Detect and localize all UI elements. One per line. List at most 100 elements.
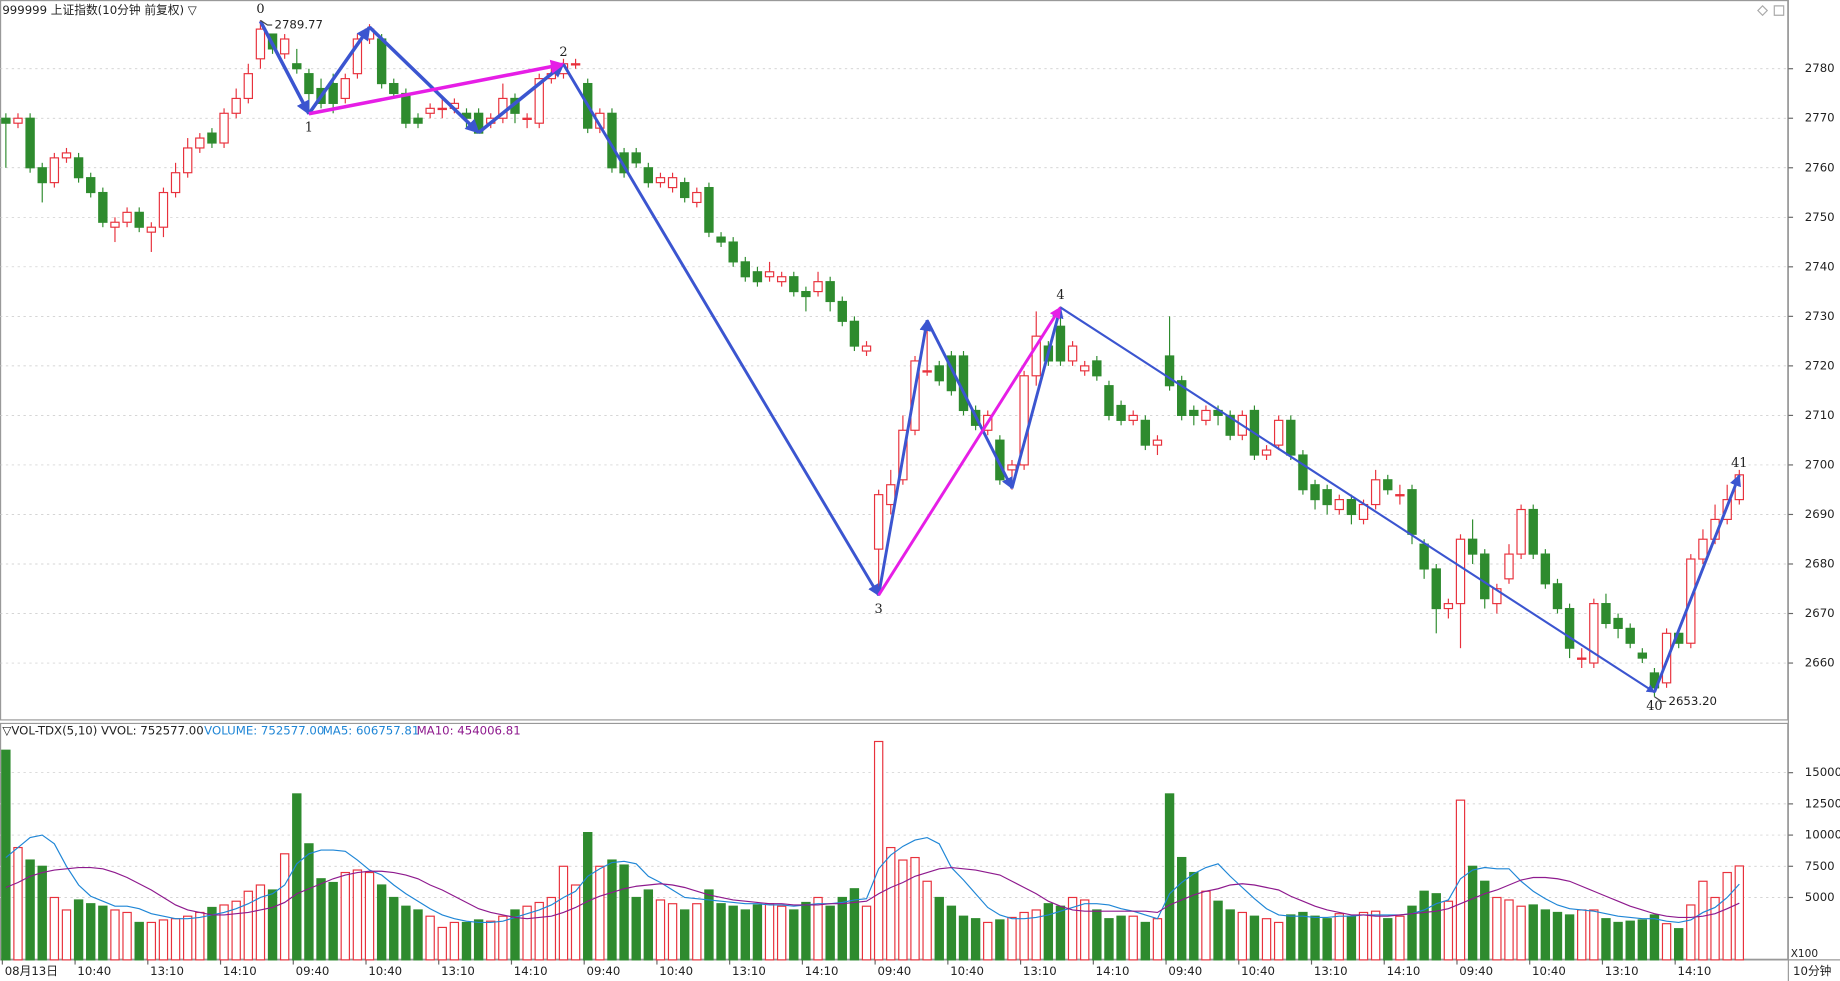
x-tick-label: 09:40 [296,964,330,978]
y-tick-label: 2660 [1805,656,1835,670]
volume-bar [255,884,266,961]
candle-body [1031,335,1041,377]
wave-segment [1653,474,1741,693]
x-tick-label: 09:40 [877,964,911,978]
period-label: 10分钟 [1793,964,1831,978]
volume-bar [764,903,775,961]
candle-body [643,167,654,184]
high-label: 2789.77 [275,18,323,32]
candle-body [1589,603,1599,664]
volume-bar [728,905,738,961]
candle-body [667,177,678,189]
candle-body [1443,603,1454,610]
volume-bar [1,749,11,961]
x-tick-label: 14:10 [223,964,257,978]
volume-bar [1686,904,1696,961]
candle-body [1273,419,1284,446]
volume-bar [1443,900,1454,961]
ma10-label: MA10: 454006.81 [417,724,521,738]
volume-bar [1613,921,1623,961]
volume-bar [1674,928,1684,961]
volume-bar [364,871,375,961]
volume-bar [922,880,932,961]
volume-bar [267,889,278,961]
candle-body [1552,583,1563,610]
volume-bar [1455,799,1466,961]
ma5-label: MA5: 606757.81 [323,724,420,738]
x-tick-label: 10:40 [950,964,984,978]
volume-bar [1722,871,1732,961]
volume-title: ▽VOL-TDX(5,10) VVOL: 752577.00 [2,724,203,738]
candle-body [1564,607,1575,649]
candle-body [1201,409,1211,421]
candle-body [873,494,884,550]
volume-bar [946,905,957,961]
candle-body [1116,404,1126,421]
volume-bar [340,871,350,961]
volume-bar [1273,921,1284,961]
volume-bar [934,896,944,961]
volume-bar [1431,893,1441,961]
y-tick-label: 2670 [1805,606,1835,620]
candle-body [886,484,896,506]
candle-body [1516,508,1526,555]
candle-body [776,276,787,283]
volume-bar [1286,914,1296,961]
x-tick-label: 14:10 [805,964,839,978]
volume-bar [534,901,544,961]
volume-bar [1334,913,1344,961]
volume-bar [1698,880,1708,961]
low-pointer [1654,696,1667,703]
volume-bar [595,865,605,961]
volume-bar [13,846,23,961]
volume-bar [316,878,326,961]
x-tick-label: 13:10 [1314,964,1348,978]
y-tick-label: 2750 [1805,210,1835,224]
y-tick-label: 2780 [1805,61,1835,75]
volume-bar [873,740,884,961]
window-icons[interactable] [1757,5,1785,17]
candle-body [425,107,435,114]
volume-bar [292,793,302,961]
candle-body [1286,419,1296,456]
candle-body [1504,553,1514,580]
candle-body [1528,508,1538,555]
unit-label: X100 [1791,948,1819,960]
wave-segment [562,63,880,597]
candle-body [861,345,872,352]
candle-body [401,92,411,124]
volume-bar [1092,909,1102,961]
candle-body [752,271,763,283]
candle-body [1419,543,1429,570]
ma10-line [5,866,1740,920]
y-tick-label: 12500 [1805,796,1840,810]
candle-body [1540,553,1551,585]
volume-bar [1370,910,1381,961]
volume-bar [898,859,908,961]
x-tick-label: 14:10 [514,964,548,978]
volume-bar [122,911,132,961]
candle-body [1492,588,1502,605]
volume-bar [1552,911,1563,961]
candle-body [255,28,266,60]
y-tick-label: 2770 [1805,111,1835,125]
candle-body [98,191,108,223]
volume-bar [328,881,338,961]
volume-bar [1395,915,1405,961]
candle-body [1177,380,1187,416]
x-tick-label: 14:10 [1678,964,1712,978]
volume-bar [789,909,799,961]
wave-label: 3 [875,602,883,617]
x-tick-label: 10:40 [659,964,693,978]
volume-bar [1734,865,1744,961]
volume-bar [631,896,641,961]
candle-body [1322,489,1332,506]
volume-bar [583,832,593,961]
volume-bar [207,906,217,961]
volume-bar [219,904,229,961]
volume-bar [1177,856,1187,961]
volume-bar [1104,918,1114,961]
volume-bar [1589,909,1599,961]
candle-body [1019,375,1029,466]
